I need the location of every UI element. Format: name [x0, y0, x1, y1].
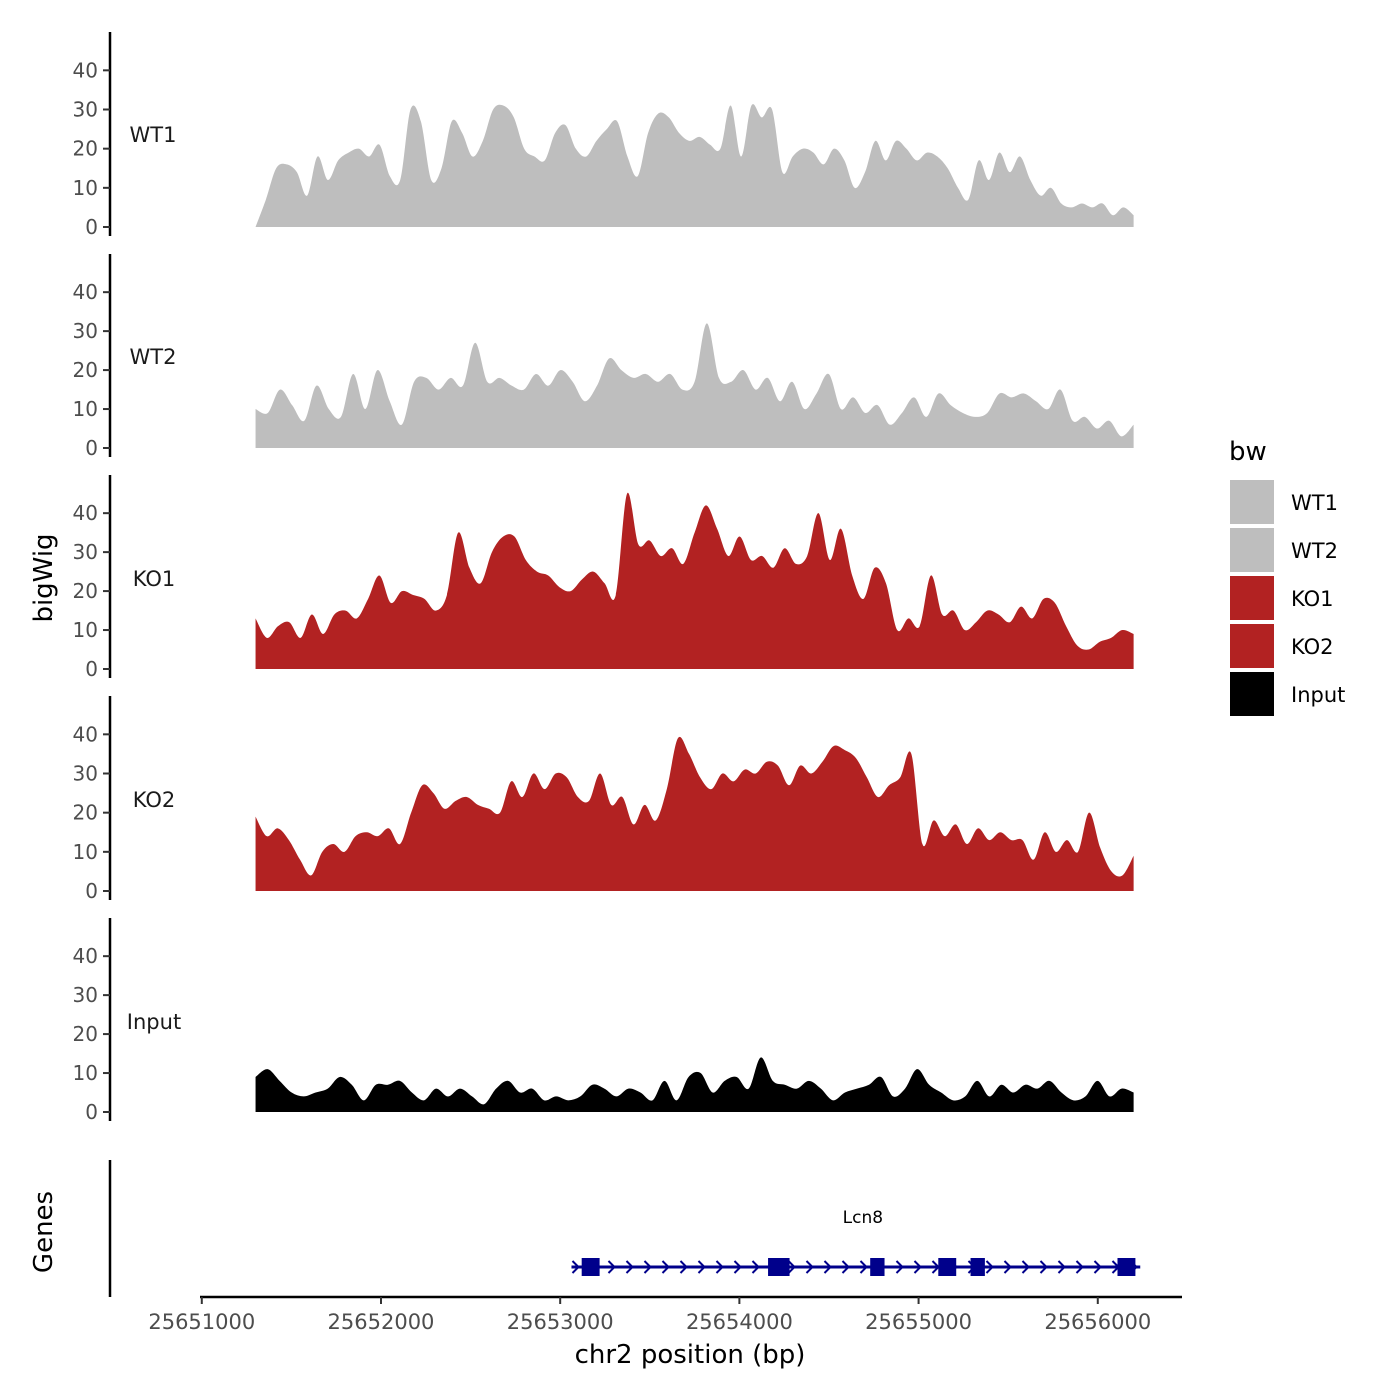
legend-key-wt1 — [1230, 480, 1274, 524]
y-tick-label: 30 — [73, 540, 98, 564]
strand-arrow — [823, 1260, 832, 1274]
x-axis: 25651000 25652000 25653000 25654000 25655000… — [148, 1295, 1182, 1334]
x-tick-label: 25651000 — [148, 1310, 255, 1334]
y-tick-label: 40 — [73, 501, 98, 525]
area-wt1 — [255, 104, 1134, 227]
gene-lcn8: Lcn8 — [571, 1208, 1141, 1276]
x-tick-label: 25656000 — [1044, 1310, 1151, 1334]
y-tick-label: 0 — [85, 215, 98, 239]
legend-key-wt2 — [1230, 528, 1274, 572]
track-label-input: Input — [127, 1010, 181, 1034]
strand-arrow — [697, 1260, 706, 1274]
y-axis-label: bigWig — [29, 533, 59, 622]
x-axis-label: chr2 position (bp) — [575, 1340, 806, 1370]
y-tick-label: 20 — [73, 801, 98, 825]
area-ko1 — [255, 492, 1134, 669]
strand-arrow — [985, 1260, 994, 1274]
legend-label-wt1: WT1 — [1291, 491, 1338, 515]
strand-arrow — [607, 1260, 616, 1274]
strand-arrow — [1057, 1260, 1066, 1274]
legend-title: bw — [1229, 437, 1267, 467]
strand-arrow — [715, 1260, 724, 1274]
y-tick-label: 40 — [73, 58, 98, 82]
strand-arrow — [733, 1260, 742, 1274]
y-tick-label: 30 — [73, 319, 98, 343]
y-tick-label: 40 — [73, 722, 98, 746]
strand-arrow — [859, 1260, 868, 1274]
track-wt2: 0 10 20 30 40 WT2 — [73, 254, 1134, 460]
x-tick-label: 25652000 — [328, 1310, 435, 1334]
strand-arrow — [841, 1260, 850, 1274]
track-input: 0 10 20 30 40 Input — [73, 918, 1134, 1124]
track-ko1: 0 10 20 30 40 KO1 — [73, 475, 1134, 681]
y-tick-label: 40 — [73, 944, 98, 968]
y-tick-label: 20 — [73, 1022, 98, 1046]
y-tick-label: 10 — [73, 840, 98, 864]
strand-arrow — [1075, 1260, 1084, 1274]
x-tick-label: 25655000 — [865, 1310, 972, 1334]
strand-arrow — [895, 1260, 904, 1274]
strand-arrow — [787, 1260, 796, 1274]
legend-label-ko2: KO2 — [1291, 635, 1334, 659]
y-tick-label: 0 — [85, 1100, 98, 1124]
track-label-wt2: WT2 — [130, 345, 177, 369]
x-tick-label: 25654000 — [686, 1310, 793, 1334]
legend-label-ko1: KO1 — [1291, 587, 1334, 611]
y-tick-label: 10 — [73, 1061, 98, 1085]
y-tick-label: 10 — [73, 397, 98, 421]
exon — [1117, 1258, 1136, 1276]
strand-arrow — [751, 1260, 760, 1274]
strand-arrow — [1003, 1260, 1012, 1274]
strand-arrow — [1039, 1260, 1048, 1274]
exon — [970, 1258, 985, 1276]
y-tick-label: 0 — [85, 879, 98, 903]
x-tick-label: 25653000 — [507, 1310, 614, 1334]
track-wt1: 0 10 20 30 40 WT1 — [73, 32, 1134, 239]
genes-track: Lcn8 — [108, 1160, 1141, 1297]
track-label-wt1: WT1 — [130, 123, 177, 147]
legend-key-input — [1230, 672, 1274, 716]
track-label-ko2: KO2 — [133, 788, 176, 812]
y-tick-label: 30 — [73, 762, 98, 786]
strand-arrow — [1021, 1260, 1030, 1274]
strand-arrow — [625, 1260, 634, 1274]
exon — [768, 1258, 790, 1276]
strand-arrow — [661, 1260, 670, 1274]
tracks: 0 10 20 30 40 WT1 0 10 20 30 40 WT2 0 10 20 30 40 KO1 0 10 2… — [73, 32, 1134, 1124]
area-ko2 — [255, 736, 1134, 891]
track-ko2: 0 10 20 30 40 KO2 — [73, 696, 1134, 903]
exon — [581, 1258, 600, 1276]
strand-arrow — [1093, 1260, 1102, 1274]
strand-arrow — [571, 1260, 580, 1274]
legend-key-ko2 — [1230, 624, 1274, 668]
area-wt2 — [255, 323, 1134, 448]
y-tick-label: 20 — [73, 137, 98, 161]
track-label-ko1: KO1 — [133, 567, 176, 591]
exon — [870, 1258, 885, 1276]
y-tick-label: 10 — [73, 176, 98, 200]
genes-label: Genes — [29, 1191, 59, 1273]
y-tick-label: 40 — [73, 280, 98, 304]
legend-label-input: Input — [1291, 683, 1345, 707]
legend-key-ko1 — [1230, 576, 1274, 620]
y-tick-label: 30 — [73, 98, 98, 122]
y-tick-label: 30 — [73, 983, 98, 1007]
strand-arrow — [805, 1260, 814, 1274]
exon — [938, 1258, 957, 1276]
y-tick-label: 10 — [73, 618, 98, 642]
area-input — [255, 1057, 1134, 1112]
strand-arrow — [913, 1260, 922, 1274]
legend-label-wt2: WT2 — [1291, 539, 1338, 563]
strand-arrow — [643, 1260, 652, 1274]
gene-label: Lcn8 — [843, 1208, 883, 1228]
strand-arrow — [679, 1260, 688, 1274]
y-tick-label: 0 — [85, 436, 98, 460]
y-tick-label: 20 — [73, 579, 98, 603]
y-tick-label: 0 — [85, 657, 98, 681]
legend: bw WT1 WT2 KO1 KO2 Input — [1229, 437, 1345, 716]
y-tick-label: 20 — [73, 358, 98, 382]
